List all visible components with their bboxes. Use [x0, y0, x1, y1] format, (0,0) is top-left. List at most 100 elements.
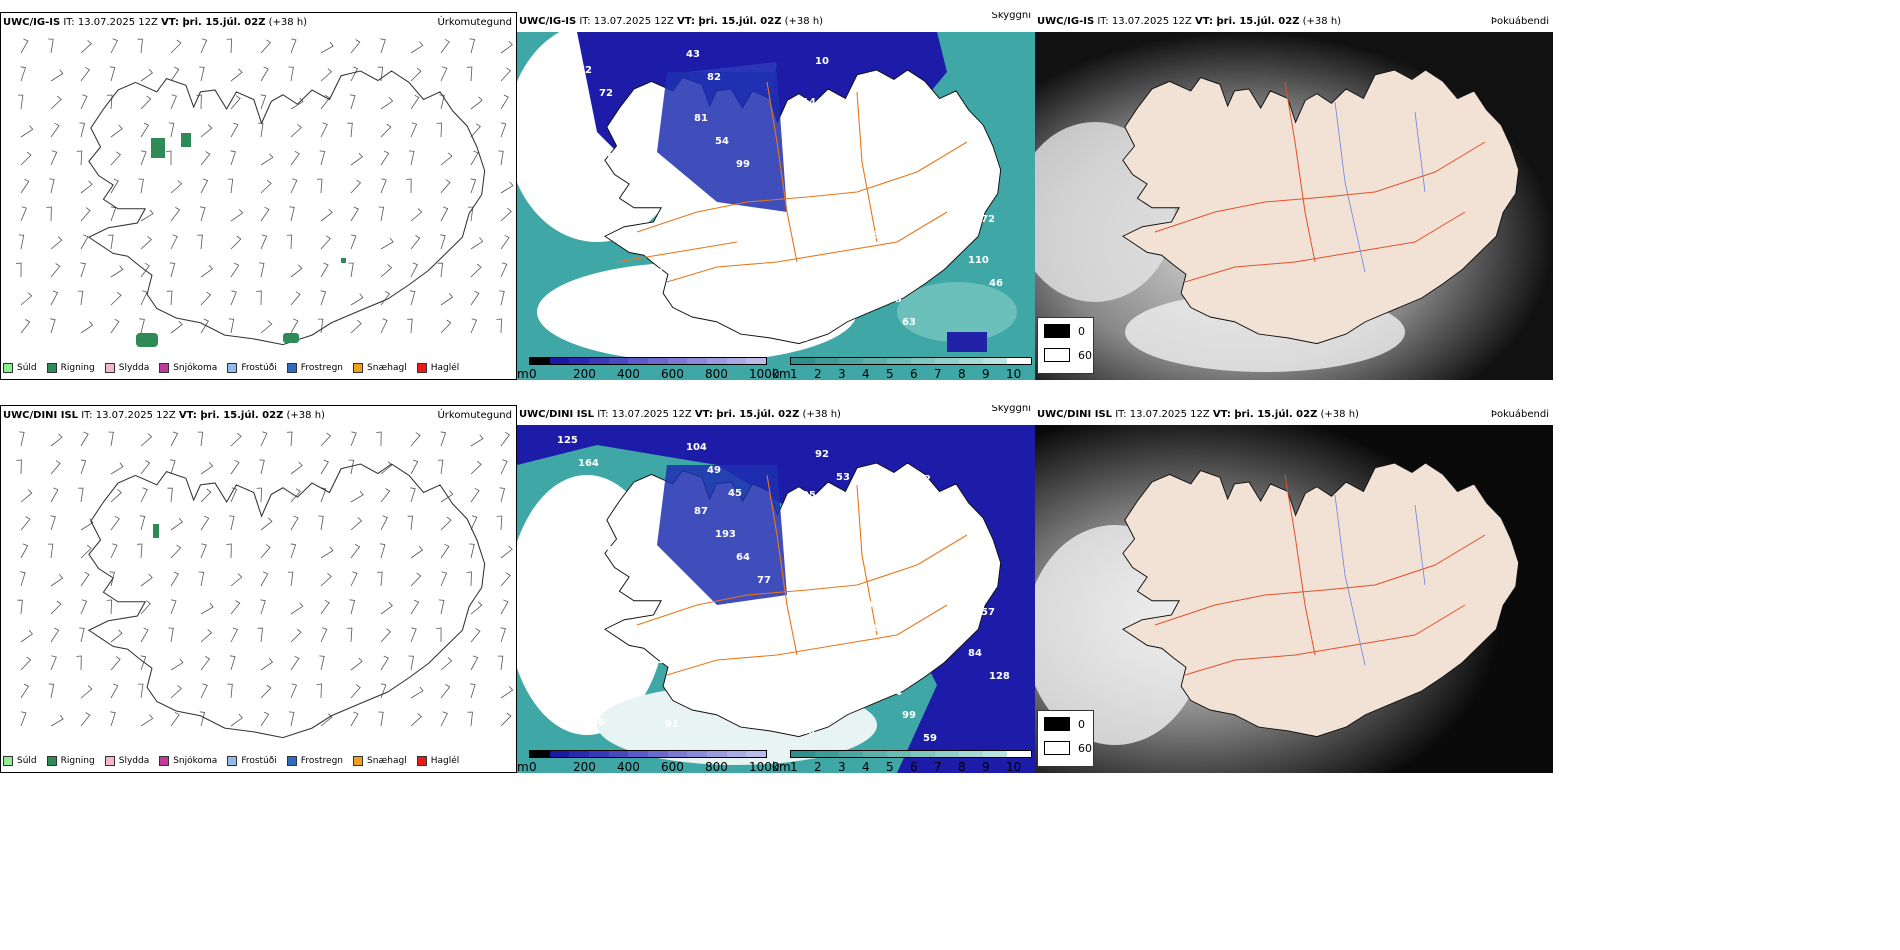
- wind-barb: [290, 655, 300, 671]
- wind-barb: [20, 571, 26, 587]
- cloudbase-colorbar: m 0 200 400 600 800 1000: [517, 750, 780, 773]
- colorbar-tick: 9: [982, 367, 990, 380]
- colorbar-tick: 400: [617, 367, 640, 380]
- wind-barb: [499, 290, 505, 306]
- wind-barb: [20, 292, 33, 306]
- wind-barbs: [16, 431, 514, 727]
- precip-legend-item: Frostregn: [286, 363, 343, 373]
- wind-barb: [440, 543, 450, 559]
- wind-barb: [230, 68, 243, 82]
- wind-barb: [290, 123, 302, 138]
- cloud-base-label: 102: [649, 591, 670, 602]
- wind-barb: [50, 263, 61, 278]
- colorbar-tick: 5: [886, 760, 894, 773]
- wind-barb: [196, 94, 202, 110]
- wind-barb: [350, 152, 364, 166]
- wind-barb: [500, 572, 511, 587]
- valid-time: þri. 15.júl. 02Z: [695, 16, 782, 27]
- cloud-base-label: 10: [815, 56, 829, 67]
- wind-barb: [350, 66, 359, 82]
- wind-barb: [136, 543, 143, 559]
- wind-barb: [258, 262, 265, 278]
- wind-barb: [380, 601, 393, 615]
- wind-barb: [320, 432, 332, 447]
- init-time: IT: 13.07.2025 12Z: [60, 17, 162, 28]
- panel-title: Úrkomutegund: [437, 17, 512, 28]
- cloud-base-label: 91: [562, 630, 576, 641]
- cloud-base-label: 108: [773, 703, 794, 714]
- wind-barb: [80, 234, 89, 250]
- wind-barb: [380, 655, 389, 671]
- colorbar-tick: 3: [838, 367, 846, 380]
- colorbar-tick: 600: [661, 760, 684, 773]
- wind-barb: [497, 655, 504, 671]
- wind-barb: [500, 599, 509, 615]
- wind-barb: [410, 572, 422, 587]
- wind-barb: [470, 263, 482, 278]
- wind-barb: [380, 461, 393, 475]
- wind-barb: [257, 122, 264, 138]
- wind-barb: [260, 153, 274, 166]
- wind-barb: [380, 123, 392, 138]
- wind-barb: [290, 461, 303, 475]
- colorbar-tick: 2: [814, 367, 822, 380]
- vt-label: VT:: [677, 16, 696, 27]
- wind-barb: [140, 573, 153, 587]
- wind-barb: [110, 515, 120, 531]
- cloud-base-label: 126: [665, 326, 686, 337]
- panel-header: UWC/IG-IS IT: 13.07.2025 12Z VT: þri. 15…: [517, 12, 1035, 32]
- wind-barb: [440, 490, 454, 503]
- wind-barb: [140, 262, 150, 278]
- wind-barb: [230, 262, 240, 278]
- wind-barb: [410, 599, 420, 615]
- fog-legend: 0 60: [1037, 710, 1094, 767]
- wind-barb: [48, 38, 54, 54]
- cloud-base-label: 125: [557, 435, 578, 446]
- wind-barb: [320, 68, 333, 82]
- wind-barb: [437, 262, 444, 278]
- cloud-base-label: 194: [939, 168, 960, 179]
- wind-barb: [350, 39, 361, 54]
- cloud-base-label: 85: [628, 175, 642, 186]
- cloud-base-label: 110: [968, 255, 989, 266]
- wind-barb: [290, 543, 297, 559]
- row1-fog-panel: UWC/IG-IS IT: 13.07.2025 12Z VT: þri. 15…: [1035, 12, 1553, 380]
- wind-barb: [316, 683, 322, 699]
- wind-barb: [288, 711, 295, 727]
- wind-barb: [346, 627, 353, 643]
- wind-barb: [18, 234, 25, 250]
- wind-barb: [110, 124, 123, 138]
- cloud-base-label: 27: [844, 143, 858, 154]
- wind-barb: [200, 318, 209, 334]
- wind-barb: [436, 627, 442, 643]
- cloud-base-label: 23: [960, 191, 974, 202]
- legend-label: Súld: [17, 756, 37, 766]
- wind-barb: [500, 94, 509, 110]
- wind-barb: [437, 459, 444, 475]
- wind-barb: [410, 546, 424, 559]
- wind-barb: [200, 38, 208, 54]
- wind-barb: [80, 207, 91, 222]
- panel-header: UWC/DINI ISL IT: 13.07.2025 12Z VT: þri.…: [517, 405, 1035, 425]
- precip-legend-item: Súld: [3, 756, 37, 766]
- wind-barb: [349, 599, 356, 615]
- wind-barb: [110, 683, 119, 699]
- lead-time: (+38 h): [1317, 409, 1359, 420]
- wind-barb: [320, 41, 334, 54]
- wind-barb: [170, 711, 180, 727]
- lead-time: (+38 h): [283, 410, 325, 421]
- wind-barb: [110, 656, 121, 671]
- wind-barb: [377, 66, 384, 82]
- wind-barb: [410, 122, 418, 138]
- wind-barb: [227, 683, 233, 699]
- wind-barb: [320, 208, 333, 222]
- wind-barb: [50, 95, 62, 110]
- wind-barb: [410, 235, 421, 250]
- legend-swatch: [227, 363, 238, 373]
- cloud-base-label: 46: [989, 278, 1003, 289]
- precip-legend-item: Slydda: [104, 363, 149, 373]
- wind-barb: [260, 571, 269, 587]
- colorbar-unit: km: [772, 367, 791, 380]
- wind-barb: [170, 517, 184, 531]
- wind-barb: [438, 599, 445, 615]
